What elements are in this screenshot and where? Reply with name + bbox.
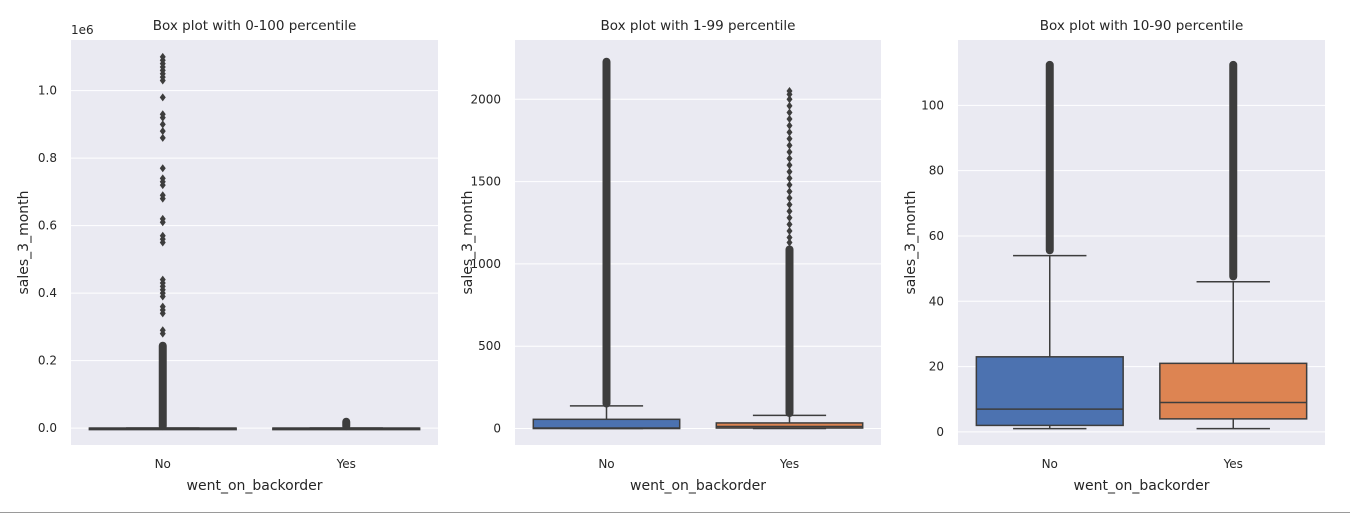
outlier-band	[1229, 60, 1238, 281]
outlier-point	[159, 110, 166, 119]
outlier-point	[786, 220, 793, 229]
y-axis-label: sales_3_month	[460, 190, 476, 294]
outlier-point	[786, 200, 793, 209]
subplot-1: 0.0 0.2 0.4 0.6 0.8 1.0 No Yes Box plot with 0-1…	[16, 18, 438, 494]
x-axis-label: went_on_backorder	[630, 478, 766, 494]
x-axis-label: went_on_backorder	[187, 478, 323, 494]
outlier-point	[786, 213, 793, 222]
outlier-point	[786, 141, 793, 150]
outlier-point	[786, 95, 793, 104]
x-tick-label: No	[155, 457, 171, 471]
outlier-point	[786, 134, 793, 143]
outlier-point	[786, 194, 793, 203]
y-tick-label: 1500	[470, 175, 501, 189]
y-tick-label: 0.8	[38, 151, 57, 165]
y-tick-label: 60	[929, 229, 944, 243]
outlier-point	[159, 120, 166, 129]
x-tick-label: Yes	[336, 457, 356, 471]
box-yes	[1159, 60, 1308, 430]
outlier-point	[786, 207, 793, 216]
outlier-point	[786, 174, 793, 183]
y-tick-label: 20	[929, 360, 944, 374]
y-tick-label: 2000	[470, 92, 501, 106]
outlier-point	[786, 180, 793, 189]
outlier-band	[342, 417, 351, 431]
axis-offset-text: 1e6	[71, 23, 94, 37]
subplot-title: Box plot with 0-100 percentile	[153, 18, 357, 34]
y-tick-label: 1.0	[38, 84, 57, 98]
outlier-point	[786, 87, 793, 96]
outlier-point	[786, 121, 793, 130]
x-axis-label: went_on_backorder	[1074, 478, 1210, 494]
outlier-point	[786, 115, 793, 124]
outlier-band	[158, 341, 167, 431]
outlier-point	[159, 174, 166, 183]
box-no	[88, 52, 237, 431]
x-tick-label: Yes	[1223, 457, 1243, 471]
outlier-point	[786, 161, 793, 170]
y-tick-label: 0.4	[38, 286, 57, 300]
subplot-3: 0 20 40 60 80 100 No Yes Box plot with 10-90 per…	[903, 18, 1325, 494]
y-tick-label: 1000	[470, 257, 501, 271]
x-tick-label: Yes	[779, 457, 799, 471]
y-tick-label: 80	[929, 164, 944, 178]
outlier-point	[786, 108, 793, 117]
subplot-title: Box plot with 1-99 percentile	[601, 18, 796, 34]
y-tick-label: 100	[921, 98, 944, 112]
plot-area	[71, 40, 438, 445]
outlier-point	[786, 167, 793, 176]
outlier-point	[786, 101, 793, 110]
box-yes	[272, 417, 421, 431]
plot-area	[515, 40, 881, 445]
outlier-band	[602, 57, 611, 408]
iqr-box	[715, 422, 864, 429]
y-tick-label: 0	[936, 425, 944, 439]
outlier-point	[786, 128, 793, 137]
subplot-title: Box plot with 10-90 percentile	[1040, 18, 1244, 34]
subplot-2: 0 500 1000 1500 2000 No Yes Box plot with 1-99 …	[460, 18, 881, 494]
outlier-band	[785, 245, 794, 418]
outlier-point	[159, 164, 166, 173]
box-no	[975, 60, 1124, 430]
box-yes	[715, 87, 864, 430]
outlier-point	[786, 233, 793, 242]
iqr-box	[975, 356, 1124, 427]
outlier-point	[159, 191, 166, 200]
iqr-box	[532, 418, 681, 430]
outlier-point	[786, 187, 793, 196]
y-tick-label: 500	[478, 339, 501, 353]
outlier-point	[159, 52, 166, 61]
x-tick-label: No	[1042, 457, 1058, 471]
outlier-point	[159, 214, 166, 223]
outlier-point	[786, 226, 793, 235]
y-axis-label: sales_3_month	[16, 190, 32, 294]
outlier-point	[159, 127, 166, 136]
y-tick-label: 0.6	[38, 219, 57, 233]
outlier-point	[159, 275, 166, 284]
outlier-band	[1045, 60, 1054, 255]
y-tick-label: 40	[929, 294, 944, 308]
y-tick-label: 0.2	[38, 354, 57, 368]
box-no	[532, 57, 681, 430]
outlier-point	[159, 302, 166, 311]
outlier-point	[786, 238, 793, 247]
iqr-box	[1159, 362, 1308, 420]
x-tick-label: No	[598, 457, 614, 471]
y-tick-label: 0.0	[38, 421, 57, 435]
outlier-point	[159, 93, 166, 102]
outlier-point	[786, 147, 793, 156]
outlier-point	[159, 326, 166, 335]
bottom-divider	[0, 512, 1350, 513]
outlier-point	[786, 154, 793, 163]
y-tick-label: 0	[493, 422, 501, 436]
outlier-point	[159, 231, 166, 240]
y-axis-label: sales_3_month	[903, 190, 919, 294]
outlier-point	[159, 133, 166, 142]
